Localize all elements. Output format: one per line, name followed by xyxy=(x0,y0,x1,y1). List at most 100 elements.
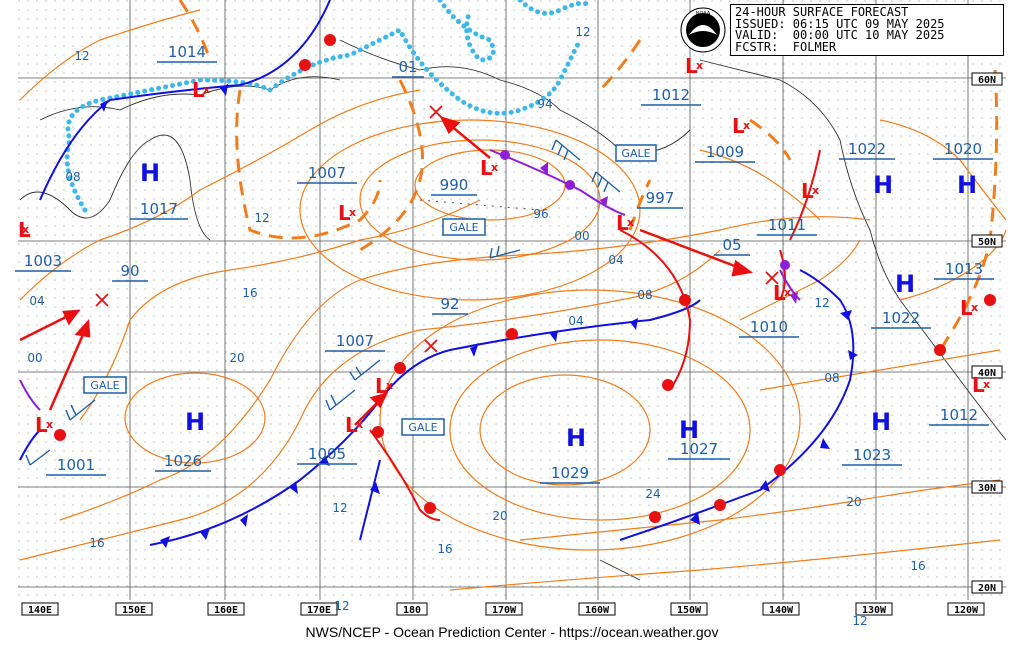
isobar-labels: 12 12 16 20 16 24 20 16 20 12 16 12 08 0… xyxy=(27,25,925,628)
svg-text:160W: 160W xyxy=(585,605,610,616)
occluded-fronts xyxy=(19,149,801,411)
svg-text:170W: 170W xyxy=(492,605,517,616)
isobar-label: 04 xyxy=(568,314,583,328)
pressure-label: 1027 xyxy=(668,440,730,460)
isobar-label: 20 xyxy=(229,351,244,365)
svg-text:1013: 1013 xyxy=(945,260,983,278)
svg-text:1003: 1003 xyxy=(24,252,62,270)
isobar-label: 94 xyxy=(537,97,552,111)
isobar-label: 08 xyxy=(824,371,839,385)
svg-text:GALE: GALE xyxy=(449,221,478,234)
low-x: x xyxy=(696,59,703,72)
low-x: x xyxy=(812,184,819,197)
lat-label: 40N xyxy=(971,365,1003,379)
pressure-label: 1009 xyxy=(695,143,755,163)
lon-label: 140E xyxy=(21,602,59,616)
svg-text:1017: 1017 xyxy=(140,200,178,218)
storm-track-arrows xyxy=(19,115,754,426)
pressure-label: 1020 xyxy=(933,140,993,160)
low-symbol: L xyxy=(192,78,205,102)
isobar-label: 24 xyxy=(645,487,660,501)
svg-text:150W: 150W xyxy=(677,605,702,616)
forecast-info-box: NOAA 24-HOUR SURFACE FORECAST ISSUED: 06:… xyxy=(680,4,1004,56)
low-x: x xyxy=(22,223,29,236)
low-x: x xyxy=(349,206,356,219)
svg-text:NOAA: NOAA xyxy=(696,11,711,17)
isobar-label: 08 xyxy=(65,170,80,184)
pressure-label: 1010 xyxy=(739,318,799,338)
pressure-label: 1007 xyxy=(325,332,385,352)
svg-text:1001: 1001 xyxy=(57,456,95,474)
warm-fronts xyxy=(369,149,821,521)
svg-text:1009: 1009 xyxy=(706,143,744,161)
svg-text:1010: 1010 xyxy=(750,318,788,336)
high-symbol: H xyxy=(895,270,915,298)
svg-text:1011: 1011 xyxy=(768,216,806,234)
high-symbol: H xyxy=(140,159,160,187)
low-symbol: L xyxy=(685,54,698,78)
lat-lon-grid xyxy=(18,0,1006,600)
gale-warnings: GALE GALE GALE GALE xyxy=(83,144,657,436)
svg-text:1012: 1012 xyxy=(652,86,690,104)
low-symbol: L xyxy=(35,413,48,437)
low-x: x xyxy=(627,216,634,229)
high-symbol: H xyxy=(871,408,891,436)
low-x: x xyxy=(743,119,750,132)
footer-credit: NWS/NCEP - Ocean Prediction Center - htt… xyxy=(305,624,719,640)
low-x: x xyxy=(491,161,498,174)
isobar-label: 16 xyxy=(910,559,925,573)
svg-text:1023: 1023 xyxy=(853,446,891,464)
svg-text:05: 05 xyxy=(722,236,741,254)
svg-text:1026: 1026 xyxy=(164,452,202,470)
low-symbol: L xyxy=(18,218,31,242)
lon-label: 170W xyxy=(485,602,523,616)
svg-text:160E: 160E xyxy=(214,605,238,616)
low-symbol: L xyxy=(773,281,786,305)
pressure-label: 1005 xyxy=(297,445,357,465)
high-symbol: H xyxy=(957,171,977,199)
gale-label: GALE xyxy=(401,418,445,436)
low-x: x xyxy=(46,418,53,431)
low-x: x xyxy=(983,378,990,391)
svg-text:GALE: GALE xyxy=(408,421,437,434)
lon-label: 160W xyxy=(578,602,616,616)
isobar-label: 04 xyxy=(608,253,623,267)
low-x: x xyxy=(203,83,210,96)
svg-text:1020: 1020 xyxy=(944,140,982,158)
isobar-label: 08 xyxy=(637,288,652,302)
warm-front-bumps xyxy=(54,34,996,523)
low-symbol: L xyxy=(480,156,493,180)
svg-text:1014: 1014 xyxy=(168,43,206,61)
gale-label: GALE xyxy=(83,376,127,394)
svg-text:150E: 150E xyxy=(122,605,146,616)
svg-text:40N: 40N xyxy=(978,368,996,379)
svg-text:1007: 1007 xyxy=(336,332,374,350)
svg-text:1007: 1007 xyxy=(308,164,346,182)
high-symbol: H xyxy=(873,171,893,199)
lon-label: 130W xyxy=(855,602,893,616)
pressure-label: 01 xyxy=(392,58,424,78)
svg-text:997: 997 xyxy=(646,189,675,207)
svg-text:1027: 1027 xyxy=(680,440,718,458)
svg-text:GALE: GALE xyxy=(621,147,650,160)
low-symbol: L xyxy=(375,374,388,398)
svg-text:1029: 1029 xyxy=(551,464,589,482)
svg-text:170E: 170E xyxy=(307,605,331,616)
lat-label: 50N xyxy=(971,234,1003,248)
isobar-label: 20 xyxy=(492,509,507,523)
lat-label: 30N xyxy=(971,480,1003,494)
info-lines: 24-HOUR SURFACE FORECAST ISSUED: 06:15 UT… xyxy=(735,6,945,53)
low-x: x xyxy=(386,379,393,392)
pressure-label: 990 xyxy=(431,176,477,196)
dotted-background xyxy=(18,0,1006,600)
low-symbol: L xyxy=(801,179,814,203)
isobar-label: 12 xyxy=(575,25,590,39)
noaa-logo-icon: NOAA xyxy=(680,7,726,53)
pressure-label: 05 xyxy=(714,236,750,256)
low-symbol: L xyxy=(338,201,351,225)
lon-label: 180 xyxy=(396,602,428,616)
lon-label: 170E xyxy=(300,602,338,616)
pressure-label: 1022 xyxy=(871,309,931,329)
lon-label: 160E xyxy=(207,602,245,616)
